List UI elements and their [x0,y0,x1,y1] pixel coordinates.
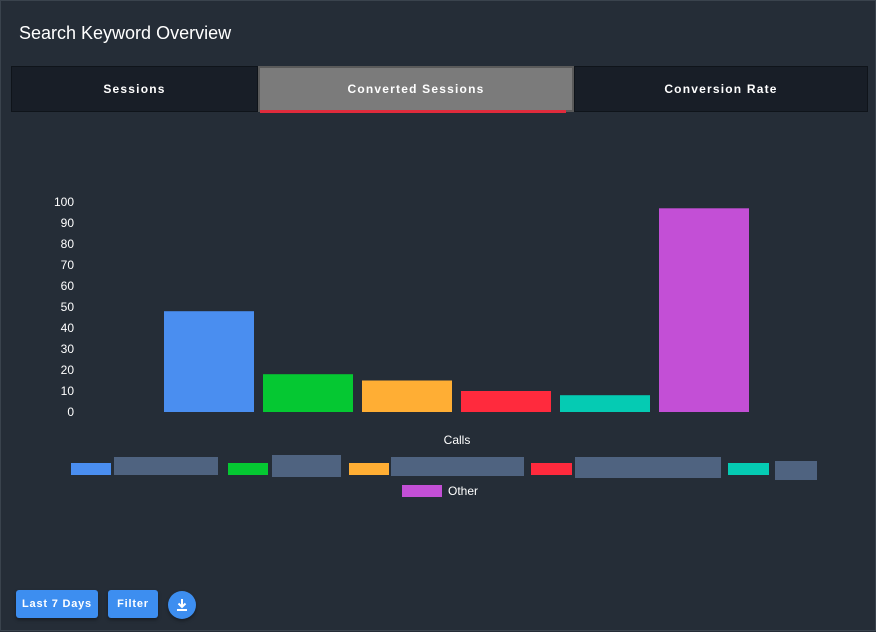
bar [362,380,452,412]
y-tick-label: 20 [61,363,75,377]
bar [659,208,749,412]
page-title: Search Keyword Overview [19,23,232,43]
download-button[interactable] [168,591,196,619]
legend-label-masked [391,457,524,476]
y-tick-label: 0 [67,405,74,419]
legend-label: Other [448,484,478,498]
legend-title: Calls [444,433,471,447]
legend-swatch [228,463,268,475]
y-tick-label: 60 [61,279,75,293]
legend-swatch [531,463,572,475]
tab-converted-sessions[interactable]: Converted Sessions [258,66,574,113]
filter-button[interactable]: Filter [108,590,158,618]
download-icon [177,599,187,611]
date-range-button[interactable]: Last 7 Days [16,590,98,618]
legend-swatch [728,463,769,475]
y-tick-label: 50 [61,300,75,314]
metric-tabs: Sessions Converted Sessions Conversion R… [11,66,868,114]
y-tick-label: 40 [61,321,75,335]
y-tick-label: 70 [61,258,75,272]
legend-label-masked [114,457,218,475]
bar [164,311,254,412]
legend-swatch [71,463,111,475]
bar [461,391,551,412]
y-tick-label: 10 [61,384,75,398]
tab-conversion-rate[interactable]: Conversion Rate [574,66,868,112]
legend-label-masked [272,455,341,477]
y-tick-label: 30 [61,342,75,356]
tab-sessions[interactable]: Sessions [11,66,258,112]
legend-label-masked [775,461,817,480]
y-tick-label: 100 [54,195,74,209]
legend-swatch [349,463,389,475]
y-tick-label: 80 [61,237,75,251]
y-tick-label: 90 [61,216,75,230]
legend-label-masked [575,457,721,478]
bar [263,374,353,412]
legend-swatch [402,485,442,497]
bar [560,395,650,412]
